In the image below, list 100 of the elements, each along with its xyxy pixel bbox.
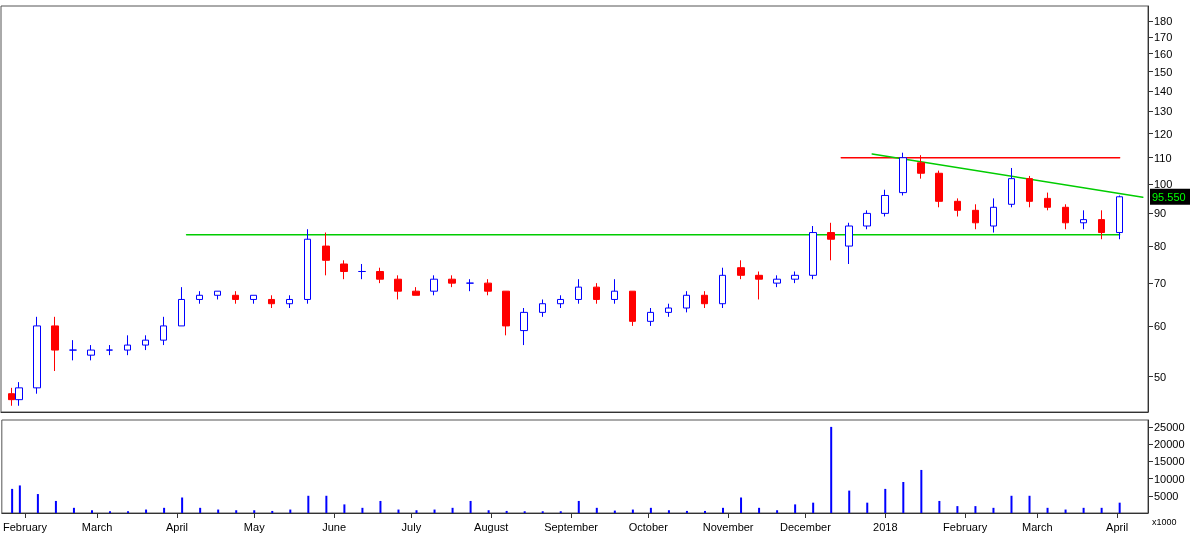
x-tick-label: May [243, 520, 266, 533]
bar [920, 469, 923, 513]
candlestick [358, 263, 366, 280]
bar [271, 510, 274, 513]
bar [758, 507, 761, 513]
candlestick [647, 307, 654, 327]
candlestick [484, 278, 492, 296]
bar [740, 497, 743, 513]
candlestick [69, 339, 77, 361]
candlestick [827, 222, 835, 261]
bar [776, 510, 779, 513]
bar [866, 502, 869, 513]
y-tick-label: 5000 [1154, 489, 1179, 502]
candlestick [376, 267, 384, 284]
candlestick [340, 259, 348, 280]
bar [884, 488, 887, 513]
y-tick-label: 20000 [1154, 438, 1185, 451]
candlestick [430, 274, 438, 296]
y-tick-label: 50 [1154, 370, 1167, 383]
candlestick [683, 290, 690, 313]
candlestick [737, 259, 745, 280]
x-tick-label: April [1106, 520, 1129, 533]
candlestick [935, 170, 943, 208]
candlestick [160, 316, 167, 346]
candlestick [232, 290, 239, 305]
x-tick-label: March [81, 520, 113, 533]
x-tick-label: August [474, 520, 509, 533]
x-tick-label: 2018 [873, 520, 898, 533]
candlestick [1098, 209, 1105, 240]
candlestick [87, 344, 95, 361]
bar [830, 426, 833, 513]
bar [451, 507, 454, 513]
y-axis-title: x1000 [1152, 516, 1177, 527]
bar [253, 510, 256, 513]
candlestick [142, 334, 149, 351]
bar [1100, 507, 1103, 513]
bar [36, 494, 39, 513]
bar [938, 500, 941, 513]
candlestick [1008, 167, 1015, 208]
bar [469, 500, 472, 513]
x-tick-label: October [628, 520, 669, 533]
candlestick [51, 316, 59, 372]
y-tick-label: 170 [1154, 30, 1173, 43]
candlestick [954, 197, 961, 217]
bar [361, 507, 364, 513]
y-tick-label: 150 [1154, 65, 1173, 78]
x-tick-label: March [1021, 520, 1053, 533]
bar [343, 504, 346, 513]
candlestick [593, 282, 600, 305]
candlestick [1026, 175, 1033, 208]
bar [181, 497, 184, 513]
candlestick [1062, 203, 1069, 230]
x-tick-label: November [702, 520, 754, 533]
candlestick [466, 278, 474, 292]
y-tick-label: 100 [1154, 178, 1173, 191]
bar [1118, 502, 1121, 513]
bar [649, 507, 652, 513]
y-tick-label: 25000 [1154, 420, 1185, 433]
bar [1046, 507, 1049, 513]
candlestick [899, 152, 907, 196]
candlestick [755, 270, 763, 300]
candlestick [106, 344, 113, 356]
bar [992, 507, 995, 513]
y-tick-label: 130 [1154, 105, 1173, 118]
candlestick [286, 294, 293, 309]
y-tick-label: 160 [1154, 47, 1173, 60]
bar [379, 500, 382, 513]
candlestick [809, 225, 817, 280]
bar [415, 510, 418, 513]
bar [848, 490, 851, 513]
candlestick [124, 334, 131, 356]
candlestick [322, 232, 330, 276]
candlestick [15, 381, 23, 407]
bar [685, 510, 688, 513]
candlestick [394, 274, 402, 300]
bar [722, 507, 725, 513]
bar [812, 502, 815, 513]
x-tick-label: February [943, 520, 988, 533]
candlestick [575, 278, 582, 305]
bar [1028, 495, 1031, 513]
y-tick-label: 80 [1154, 240, 1167, 253]
candlestick [520, 307, 528, 346]
candlestick [665, 303, 672, 318]
candlestick [214, 290, 221, 300]
bar [1010, 495, 1013, 513]
x-tick-label: July [401, 520, 422, 533]
x-tick-label: February [2, 520, 48, 533]
candlestick [845, 222, 853, 265]
candlestick [972, 203, 979, 230]
candlestick [304, 228, 311, 305]
candlestick [881, 189, 889, 217]
x-tick-label: December [780, 520, 832, 533]
bar [703, 510, 706, 513]
bar [577, 500, 580, 513]
candlestick [629, 290, 636, 327]
candlestick [448, 274, 456, 288]
bar [163, 507, 166, 513]
y-tick-label: 70 [1154, 277, 1167, 290]
bar [90, 510, 93, 513]
candlestick [773, 274, 781, 288]
